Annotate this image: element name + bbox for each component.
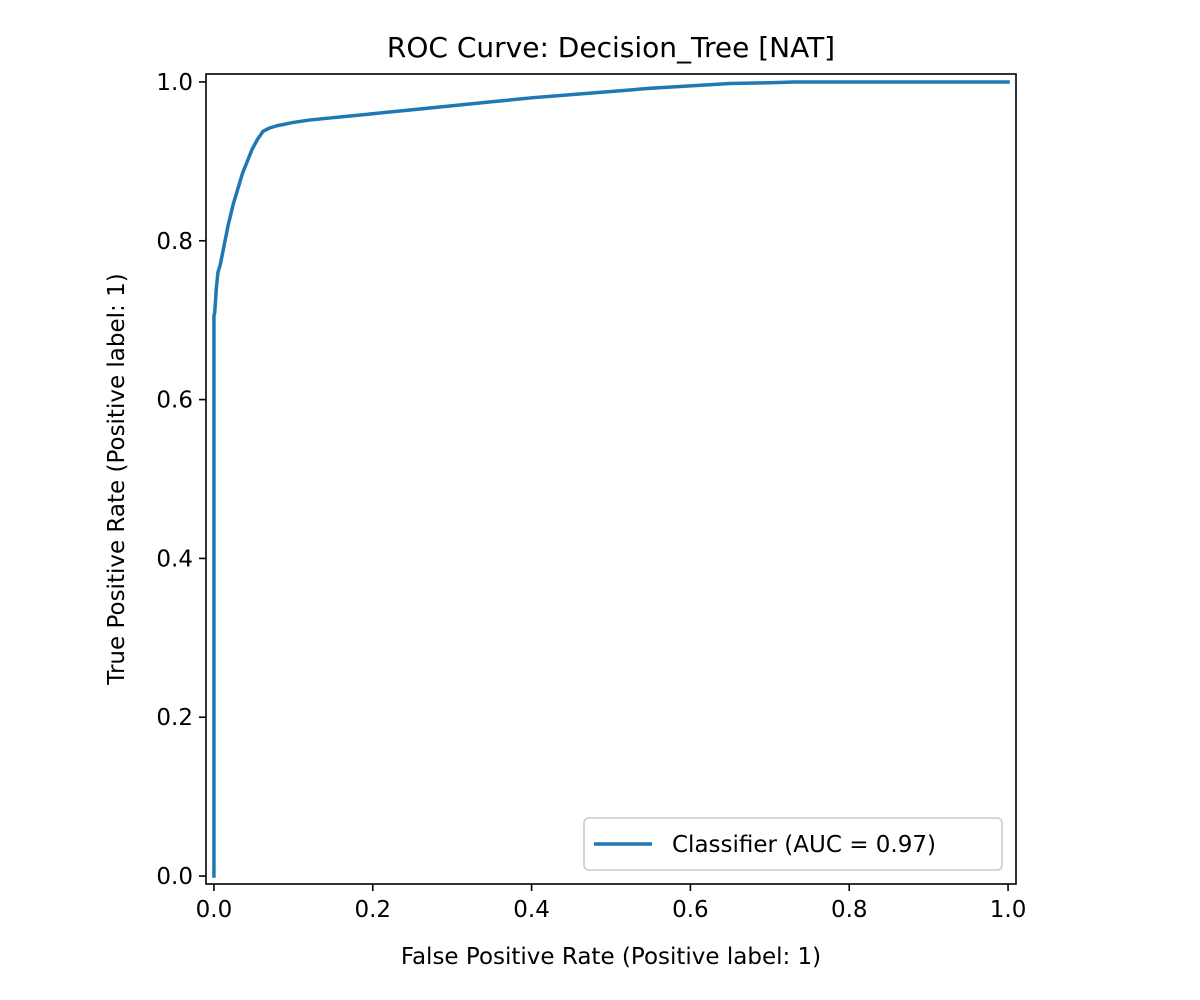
y-axis-ticks: 0.0 0.2 0.4 0.6 0.8 1.0: [156, 70, 206, 890]
y-tick-label: 0.2: [156, 705, 193, 731]
x-tick-label: 0.8: [831, 897, 868, 923]
chart-title: ROC Curve: Decision_Tree [NAT]: [387, 31, 835, 64]
x-tick-label: 0.0: [196, 897, 233, 923]
legend-box: [583, 817, 1003, 871]
legend-entry-label: Classifier (AUC = 0.97): [672, 832, 936, 858]
x-tick-label: 0.6: [672, 897, 709, 923]
x-tick-label: 1.0: [990, 897, 1027, 923]
x-axis-title: False Positive Rate (Positive label: 1): [401, 944, 821, 970]
legend: Classifier (AUC = 0.97): [583, 817, 1003, 871]
axes-frame: [205, 73, 1017, 885]
y-tick-label: 0.8: [156, 229, 193, 255]
plot-area: [205, 73, 1017, 885]
y-axis-title: True Positive Rate (Positive label: 1): [104, 273, 130, 685]
y-tick-label: 1.0: [156, 70, 193, 96]
x-tick-label: 0.2: [354, 897, 391, 923]
x-tick-label: 0.4: [513, 897, 550, 923]
x-axis-ticks: 0.0 0.2 0.4 0.6 0.8 1.0: [196, 884, 1027, 923]
y-tick-label: 0.0: [156, 864, 193, 890]
roc-curve-line: [212, 80, 1010, 878]
y-tick-label: 0.4: [156, 546, 193, 572]
y-tick-label: 0.6: [156, 388, 193, 414]
